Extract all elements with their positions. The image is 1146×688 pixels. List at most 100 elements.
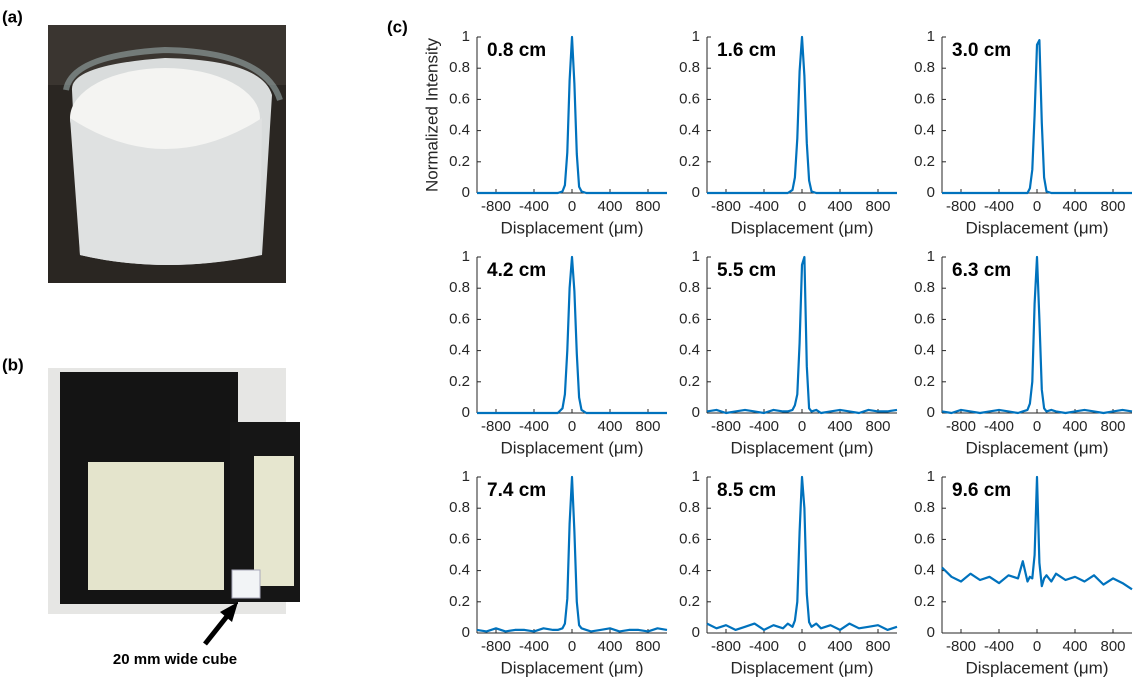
arrow	[203, 602, 238, 646]
x-axis-label: Displacement (μm)	[966, 438, 1109, 457]
data-line	[707, 35, 897, 195]
panel-label: (a)	[2, 7, 23, 26]
x-tick-label: 400	[827, 418, 852, 435]
x-tick-label: 800	[1100, 418, 1125, 435]
x-tick-label: -800	[711, 638, 741, 655]
y-tick-label: 0.8	[679, 59, 700, 76]
x-tick-label: 0	[1033, 198, 1041, 215]
y-tick-label: 0	[462, 184, 470, 201]
x-tick-label: 800	[865, 418, 890, 435]
x-axis-label: Displacement (μm)	[966, 658, 1109, 677]
y-tick-label: 0.2	[449, 373, 470, 390]
data-line	[476, 475, 668, 633]
y-tick-label: 1	[692, 28, 700, 45]
data-line	[706, 475, 898, 631]
y-tick-label: 0.8	[914, 499, 935, 516]
data-line	[941, 255, 1133, 415]
x-tick-label: -400	[519, 418, 549, 435]
x-axis-label: Displacement (μm)	[501, 658, 644, 677]
data-line	[942, 39, 1132, 195]
y-tick-label: 0.4	[449, 562, 470, 579]
y-tick-label: 0.6	[914, 310, 935, 327]
annotation: 3.0 cm	[952, 40, 1011, 61]
photo-caption: 20 mm wide cube	[113, 651, 237, 668]
x-axis-label: Displacement (μm)	[731, 438, 874, 457]
x-tick-label: -400	[984, 638, 1014, 655]
x-tick-label: 0	[1033, 638, 1041, 655]
x-tick-label: 0	[568, 198, 576, 215]
x-tick-label: -800	[711, 198, 741, 215]
annotation: 7.4 cm	[487, 480, 546, 501]
y-tick-label: 0.2	[679, 153, 700, 170]
x-tick-label: 800	[865, 638, 890, 655]
y-tick-label: 0.6	[914, 530, 935, 547]
photo-boxes	[48, 368, 300, 614]
y-tick-label: 0.6	[449, 530, 470, 547]
y-tick-label: 0.4	[449, 122, 470, 139]
y-axis-label: Normalized Intensity	[422, 38, 441, 193]
x-tick-label: -800	[946, 198, 976, 215]
x-tick-label: 400	[597, 198, 622, 215]
annotation: 6.3 cm	[952, 260, 1011, 281]
annotation: 4.2 cm	[487, 260, 546, 281]
y-tick-label: 0.8	[449, 279, 470, 296]
x-tick-label: -800	[481, 418, 511, 435]
data-line	[941, 475, 1133, 591]
y-tick-label: 1	[927, 468, 935, 485]
x-tick-label: -800	[481, 638, 511, 655]
x-tick-label: 0	[798, 418, 806, 435]
x-tick-label: -400	[519, 198, 549, 215]
y-tick-label: 0.8	[449, 499, 470, 516]
data-line	[706, 255, 898, 415]
y-tick-label: 1	[462, 28, 470, 45]
x-tick-label: 0	[568, 638, 576, 655]
y-tick-label: 0.2	[449, 593, 470, 610]
data-line	[477, 35, 667, 195]
y-tick-label: 0.2	[914, 153, 935, 170]
x-tick-label: 0	[568, 418, 576, 435]
y-tick-label: 0.6	[679, 90, 700, 107]
x-tick-label: -400	[984, 198, 1014, 215]
x-tick-label: 800	[1100, 198, 1125, 215]
y-tick-label: 0.2	[914, 593, 935, 610]
y-tick-label: 0.4	[914, 122, 935, 139]
x-tick-label: -400	[749, 638, 779, 655]
y-tick-label: 1	[462, 248, 470, 265]
y-tick-label: 0.6	[449, 310, 470, 327]
x-tick-label: 0	[798, 638, 806, 655]
x-tick-label: -400	[749, 198, 779, 215]
x-tick-label: 800	[635, 638, 660, 655]
x-tick-label: -800	[481, 198, 511, 215]
y-tick-label: 0	[692, 184, 700, 201]
y-tick-label: 1	[692, 248, 700, 265]
annotation: 1.6 cm	[717, 40, 776, 61]
x-tick-label: 400	[1062, 638, 1087, 655]
y-tick-label: 0.8	[914, 59, 935, 76]
x-tick-label: -400	[984, 418, 1014, 435]
y-tick-label: 0.4	[679, 342, 700, 359]
annotation: 8.5 cm	[717, 480, 776, 501]
y-tick-label: 0	[927, 184, 935, 201]
x-axis-label: Displacement (μm)	[501, 218, 644, 237]
x-tick-label: 800	[865, 198, 890, 215]
y-tick-label: 0	[462, 624, 470, 641]
y-tick-label: 0.4	[914, 562, 935, 579]
y-tick-label: 0.8	[679, 279, 700, 296]
y-tick-label: 1	[927, 28, 935, 45]
panel-label: (b)	[2, 355, 24, 374]
y-tick-label: 0	[692, 624, 700, 641]
y-tick-label: 0	[462, 404, 470, 421]
annotation: 5.5 cm	[717, 260, 776, 281]
x-tick-label: 400	[827, 638, 852, 655]
x-tick-label: 400	[1062, 418, 1087, 435]
x-tick-label: -800	[946, 638, 976, 655]
x-axis-label: Displacement (μm)	[501, 438, 644, 457]
y-tick-label: 0.6	[914, 90, 935, 107]
y-tick-label: 0.8	[679, 499, 700, 516]
x-tick-label: 800	[635, 198, 660, 215]
y-tick-label: 0.2	[679, 593, 700, 610]
y-tick-label: 0.2	[914, 373, 935, 390]
y-tick-label: 0	[692, 404, 700, 421]
y-tick-label: 1	[692, 468, 700, 485]
